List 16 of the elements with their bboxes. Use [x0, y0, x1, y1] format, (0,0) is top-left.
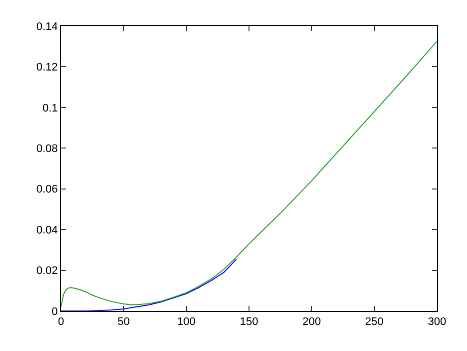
y-tick-label: 0.06 — [36, 184, 58, 196]
x-tick-label: 150 — [240, 316, 258, 328]
x-tick-label: 50 — [118, 316, 130, 328]
y-tick-label: 0.08 — [36, 142, 58, 155]
x-tick-label: 250 — [365, 316, 384, 328]
y-tick-label: 0 — [52, 306, 58, 318]
y-tick-label: 0.04 — [36, 224, 58, 236]
y-tick-label: 0.12 — [36, 62, 58, 74]
line-series — [61, 40, 437, 308]
y-tick-label: 0.14 — [36, 20, 58, 33]
x-tick-label: 300 — [428, 316, 446, 328]
x-tick-label: 200 — [302, 316, 321, 328]
line-series — [61, 258, 237, 311]
y-tick-label: 0.02 — [36, 265, 58, 278]
x-tick-label: 100 — [177, 316, 196, 328]
y-tick-label: 0.1 — [42, 102, 58, 114]
